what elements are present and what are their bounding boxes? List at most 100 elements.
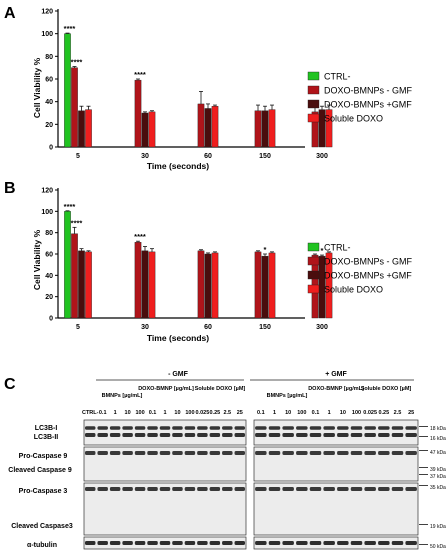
band-caspase-3-left-8-0: [184, 487, 196, 491]
row-label-cleaved-caspase-3: Cleaved Caspase3: [11, 523, 73, 530]
band-lc3b-left-10-1: [209, 433, 221, 437]
band-tubulin-left-4-0: [134, 541, 146, 545]
band-lc3b-right-10-1: [391, 433, 404, 437]
y-tick-label-b-4: 80: [45, 230, 53, 237]
x-tick-label-a-0: 5: [76, 153, 80, 160]
significance-b-s1-c0: ****: [71, 218, 83, 227]
band-caspase-3-right-1-0: [268, 487, 281, 491]
x-tick-label-b-1: 30: [141, 324, 149, 331]
band-caspase-9-right-8-0: [364, 451, 376, 455]
hdr-doxo-bmnp-left: DOXO-BMNP [µg/mL]: [138, 386, 194, 392]
row-label-lc3b-i: LC3B-I: [35, 425, 58, 432]
legend-label-a-1: DOXO-BMNPs - GMF: [324, 86, 412, 96]
band-caspase-3-left-4-0: [134, 487, 146, 491]
band-tubulin-right-2-0: [282, 541, 294, 545]
legend-swatch-b-3: [307, 284, 320, 294]
band-caspase-3-left-10-0: [209, 487, 221, 491]
band-lc3b-right-6-1: [337, 433, 349, 437]
bar-a-s2-c0: [78, 110, 85, 148]
band-lc3b-left-4-1: [134, 433, 146, 437]
row-label-pro-caspase-3: Pro-Caspase 3: [19, 488, 68, 495]
x-tick-label-a-2: 60: [204, 153, 212, 160]
lane-label-left-1: 0.1: [99, 410, 107, 416]
band-caspase-9-right-2-0: [282, 451, 294, 455]
x-tick-label-b-0: 5: [76, 324, 80, 331]
band-lc3b-left-11-1: [222, 433, 233, 437]
x-tick-label-b-4: 300: [316, 324, 328, 331]
band-lc3b-right-11-1: [405, 433, 417, 437]
legend-swatch-a-1: [307, 85, 320, 95]
bar-a-s3-c0: [85, 109, 92, 148]
significance-b-s0-c0: ****: [64, 202, 76, 211]
lane-label-right-0: 0.1: [257, 410, 265, 416]
legend-label-a-2: DOXO-BMNPs +GMF: [324, 100, 412, 110]
band-caspase-9-left-9-0: [197, 451, 208, 455]
lane-label-left-8: 100: [185, 410, 194, 416]
chart-a: A Cell Viability % Time (seconds) 0 20 40 6…: [4, 5, 412, 171]
bar-b-s3-c0: [85, 251, 92, 319]
band-caspase-9-right-4-0: [309, 451, 322, 455]
band-lc3b-left-5-0: [147, 426, 158, 430]
band-caspase-9-right-9-0: [378, 451, 390, 455]
x-tick-label-b-3: 150: [259, 324, 271, 331]
lane-label-right-11: 25: [408, 410, 414, 416]
kda-37: 37 kDa: [430, 474, 446, 480]
kda-47: 47 kDa: [430, 450, 446, 456]
band-lc3b-left-12-1: [234, 433, 246, 437]
band-lc3b-right-9-1: [378, 433, 390, 437]
band-caspase-9-left-7-0: [172, 451, 183, 455]
band-tubulin-right-1-0: [268, 541, 281, 545]
band-caspase-9-right-10-0: [391, 451, 404, 455]
row-label-lc3b-ii: LC3B-II: [34, 434, 59, 441]
bar-b-s2-c3: [261, 255, 269, 319]
band-caspase-3-right-10-0: [391, 487, 404, 491]
band-tubulin-right-7-0: [350, 541, 363, 545]
band-lc3b-right-2-0: [282, 426, 294, 430]
band-tubulin-left-7-0: [172, 541, 183, 545]
band-lc3b-left-6-0: [159, 426, 171, 430]
band-caspase-9-right-1-0: [268, 451, 281, 455]
band-caspase-3-right-0-0: [255, 487, 267, 491]
lane-label-left-4: 100: [135, 410, 144, 416]
band-caspase-3-left-2-0: [109, 487, 121, 491]
kda-39: 39 kDa: [430, 467, 446, 473]
band-caspase-9-left-3-0: [122, 451, 133, 455]
band-caspase-9-right-3-0: [296, 451, 308, 455]
band-tubulin-right-8-0: [364, 541, 376, 545]
y-tick-label-b-2: 40: [45, 273, 53, 280]
bar-a-s1-c1: [134, 79, 142, 148]
y-axis-label-b: Cell Viability %: [32, 229, 42, 290]
kda-19: 19 kDa: [430, 524, 446, 530]
band-lc3b-right-0-1: [255, 433, 267, 437]
western-blot: C - GMF + GMF BMNPs [µg/mL] DOXO-BMNP [µ…: [4, 371, 446, 550]
legend-label-b-3: Soluble DOXO: [324, 285, 383, 295]
band-lc3b-left-12-0: [234, 426, 246, 430]
band-tubulin-left-3-0: [122, 541, 133, 545]
bar-a-s0-c0: [64, 33, 71, 148]
band-caspase-3-left-3-0: [122, 487, 133, 491]
band-caspase-3-right-6-0: [337, 487, 349, 491]
band-caspase-3-left-7-0: [172, 487, 183, 491]
hdr-doxo-bmnp-right: DOXO-BMNP [µg/mL]: [308, 386, 364, 392]
band-caspase-3-left-9-0: [197, 487, 208, 491]
band-lc3b-right-7-1: [350, 433, 363, 437]
band-caspase-3-left-0-0: [84, 487, 96, 491]
bar-a-s3-c3: [268, 109, 276, 148]
bar-a-s2-c3: [261, 110, 269, 148]
lane-label-left-5: 0.1: [149, 410, 157, 416]
band-lc3b-left-4-0: [134, 426, 146, 430]
row-label-cleaved-caspase-9: Cleaved Caspase 9: [8, 467, 72, 474]
x-tick-label-a-4: 300: [316, 153, 328, 160]
y-tick-label-b-3: 60: [45, 252, 53, 259]
band-tubulin-left-10-0: [209, 541, 221, 545]
bar-a-s1-c3: [254, 110, 262, 148]
band-lc3b-right-10-0: [391, 426, 404, 430]
lane-label-left-11: 2.5: [223, 410, 231, 416]
bar-b-s1-c0: [71, 233, 78, 319]
group-label-minus-gmf: - GMF: [168, 371, 189, 378]
lane-label-right-4: 0.1: [312, 410, 320, 416]
lane-label-left-0: CTRL-: [82, 410, 99, 416]
significance-b-s2-c3: *: [264, 245, 267, 254]
band-lc3b-right-5-0: [323, 426, 335, 430]
bar-b-s3-c1: [148, 251, 156, 319]
